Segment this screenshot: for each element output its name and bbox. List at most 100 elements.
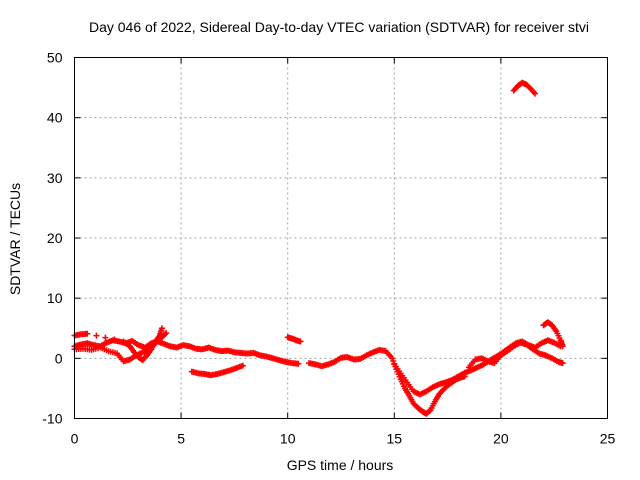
y-tick-label: -10 <box>42 411 62 427</box>
data-point <box>433 400 437 403</box>
data-point <box>384 349 387 353</box>
data-point <box>128 345 132 348</box>
data-point <box>476 366 479 369</box>
data-point <box>542 324 545 327</box>
data-point <box>512 345 515 348</box>
data-point <box>209 373 213 377</box>
data-point <box>538 352 541 355</box>
y-tick-label: 10 <box>47 290 63 306</box>
chart-title: Day 046 of 2022, Sidereal Day-to-day VTE… <box>89 19 589 35</box>
data-point <box>235 366 238 370</box>
data-point <box>512 89 515 92</box>
data-point <box>164 331 168 335</box>
data-point <box>529 87 532 90</box>
data-point <box>399 378 402 381</box>
x-tick-label: 25 <box>600 431 616 447</box>
data-point <box>393 363 396 366</box>
data-point <box>365 354 368 357</box>
data-point <box>412 402 415 405</box>
data-point <box>531 348 535 351</box>
series-arc-evening <box>391 337 564 398</box>
data-point <box>207 346 211 349</box>
data-point <box>437 393 441 396</box>
data-point <box>358 357 362 361</box>
data-point <box>295 339 298 342</box>
data-point <box>222 370 225 374</box>
data-point <box>352 358 355 361</box>
data-point <box>79 333 83 336</box>
data-point <box>216 372 219 376</box>
data-point <box>378 348 381 352</box>
data-point <box>442 388 445 391</box>
data-point <box>194 347 198 350</box>
data-point <box>544 354 547 357</box>
data-point <box>437 383 441 386</box>
data-point <box>499 354 503 357</box>
data-point <box>86 342 89 345</box>
data-point <box>431 386 434 389</box>
series-markers <box>188 362 246 379</box>
data-point <box>245 352 249 355</box>
data-point <box>546 321 550 324</box>
data-point <box>158 334 161 337</box>
data-point <box>239 351 242 355</box>
data-point <box>525 83 528 86</box>
series-arc-6h-dip <box>188 362 246 379</box>
y-tick-label: 40 <box>47 110 63 126</box>
data-point <box>188 345 191 348</box>
data-point <box>553 341 556 344</box>
data-point <box>333 360 336 364</box>
plot-frame <box>74 57 608 419</box>
data-point <box>107 349 110 353</box>
data-point <box>145 354 149 357</box>
data-point <box>271 357 274 360</box>
data-point <box>408 394 411 397</box>
data-point <box>226 349 230 352</box>
data-point <box>160 327 164 330</box>
data-point <box>137 343 140 347</box>
y-tick-label: 50 <box>47 50 63 66</box>
data-point <box>550 324 554 327</box>
data-point <box>371 351 375 354</box>
data-point <box>559 339 562 342</box>
series-arc-10h <box>284 334 304 345</box>
data-point <box>482 363 486 366</box>
data-point <box>169 345 172 348</box>
data-point <box>150 348 153 351</box>
data-point <box>474 358 477 361</box>
data-point <box>420 410 424 413</box>
data-point <box>533 92 537 95</box>
data-point <box>429 408 432 412</box>
data-point <box>399 372 402 375</box>
series-markers <box>510 79 538 97</box>
data-point <box>130 339 134 343</box>
data-point <box>412 390 415 393</box>
data-point <box>297 362 300 365</box>
data-point <box>258 354 262 357</box>
x-tick-label: 0 <box>71 431 79 447</box>
data-point <box>480 357 483 360</box>
data-point <box>233 351 236 354</box>
data-point <box>201 348 204 351</box>
data-point <box>122 340 125 343</box>
data-point <box>252 351 255 355</box>
grid <box>74 57 608 419</box>
data-point <box>118 340 121 343</box>
data-point <box>540 342 543 345</box>
data-point <box>425 412 428 415</box>
data-point <box>506 349 509 353</box>
data-point <box>314 363 317 366</box>
data-point <box>469 369 473 372</box>
data-point <box>141 358 144 362</box>
data-point <box>299 340 302 343</box>
data-point <box>457 375 460 378</box>
series-arc-late-1 <box>465 339 566 371</box>
x-axis-label: GPS time / hours <box>287 457 394 473</box>
data-point <box>81 347 85 350</box>
data-point <box>203 372 206 376</box>
data-point <box>493 361 496 365</box>
data-point <box>175 346 179 349</box>
data-point <box>463 371 466 374</box>
data-point <box>154 340 157 343</box>
